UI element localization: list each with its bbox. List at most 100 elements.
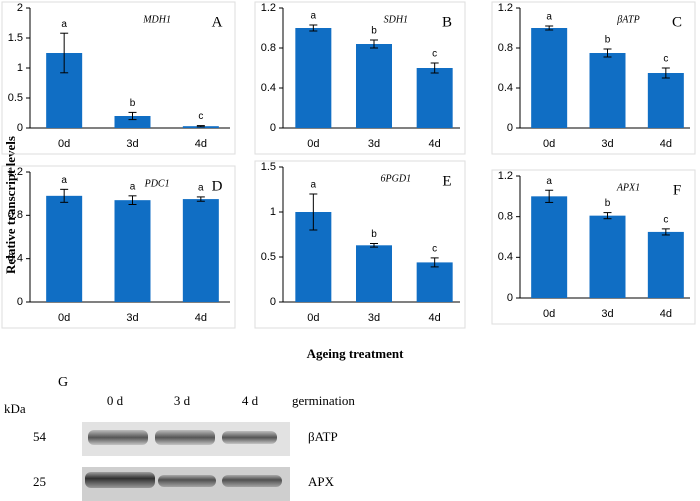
x-axis-label: Ageing treatment (307, 346, 405, 361)
bar (647, 73, 684, 128)
unit-label: kDa (4, 401, 26, 416)
x-tick-label: 3d (368, 138, 380, 150)
error-bar (603, 48, 612, 58)
blot-band (222, 431, 277, 444)
significance-letter: a (311, 180, 317, 191)
significance-letter: b (130, 98, 136, 109)
y-tick-label: 0.8 (8, 209, 23, 221)
x-tick-label: 0d (58, 138, 70, 150)
chart-title: APX1 (616, 182, 640, 193)
significance-letter: c (663, 54, 668, 65)
y-tick-label: 0.4 (498, 251, 513, 263)
y-axis-label: Relative transcript levels (3, 136, 18, 274)
y-tick-label: 1 (270, 206, 276, 218)
panel-label: F (673, 182, 681, 198)
chart-title: βATP (616, 14, 639, 25)
panel-frame (491, 1, 696, 155)
bar (114, 200, 151, 302)
lane-label: 3 d (174, 393, 191, 408)
lane-label: 4 d (242, 393, 259, 408)
significance-letter: a (546, 176, 552, 187)
y-tick-label: 0.8 (261, 42, 276, 54)
error-bar (430, 257, 439, 268)
significance-letter: a (546, 12, 552, 23)
panel-label: B (442, 14, 452, 30)
y-tick-label: 1 (17, 62, 23, 74)
bar (114, 116, 151, 128)
x-tick-label: 4d (195, 138, 207, 150)
error-bar (661, 67, 670, 79)
significance-letter: c (432, 49, 437, 60)
x-tick-label: 4d (195, 312, 207, 324)
blot-band (85, 472, 155, 488)
significance-letter: b (605, 198, 611, 209)
x-tick-label: 0d (543, 138, 555, 150)
error-bar (60, 32, 69, 74)
error-bar (60, 188, 69, 203)
y-tick-label: 0 (270, 296, 276, 308)
bar (589, 215, 626, 298)
y-tick-label: 2 (17, 2, 23, 14)
y-tick-label: 1.2 (261, 2, 276, 14)
significance-letter: c (198, 111, 203, 122)
y-tick-label: 0 (270, 122, 276, 134)
bar (531, 196, 568, 298)
y-tick-label: 1.2 (8, 166, 23, 178)
blot-band (88, 430, 148, 445)
error-bar (545, 25, 554, 31)
bar (589, 53, 626, 128)
bar (531, 28, 568, 128)
significance-letter: b (605, 35, 611, 46)
bar (295, 28, 332, 128)
significance-letter: b (371, 229, 377, 240)
panel-label: E (442, 173, 451, 189)
panel-frame (491, 169, 696, 325)
error-bar (545, 189, 554, 203)
y-tick-label: 0 (17, 122, 23, 134)
x-tick-label: 0d (307, 312, 319, 324)
size-label: 25 (33, 474, 46, 489)
panel-label: C (672, 14, 682, 30)
error-bar (128, 195, 137, 205)
error-bar (661, 228, 670, 236)
significance-letter: c (432, 244, 437, 255)
panel-label: A (212, 14, 223, 30)
y-tick-label: 1.5 (8, 32, 23, 44)
bar (46, 195, 83, 302)
y-tick-label: 0 (17, 296, 23, 308)
panel-label: D (212, 178, 223, 194)
x-tick-label: 4d (429, 138, 441, 150)
error-bar (430, 62, 439, 74)
chart-title: PDC1 (144, 178, 170, 189)
blot-band (222, 475, 282, 487)
condition-label: germination (292, 393, 355, 408)
y-tick-label: 0.4 (498, 82, 513, 94)
y-tick-label: 1.2 (498, 170, 513, 182)
error-bar (603, 212, 612, 220)
bar (182, 199, 219, 302)
x-tick-label: 3d (368, 312, 380, 324)
x-tick-label: 3d (126, 138, 138, 150)
row-label: βATP (308, 429, 338, 444)
significance-letter: c (663, 215, 668, 226)
size-label: 54 (33, 429, 47, 444)
error-bar (309, 193, 318, 231)
blot-band (155, 430, 215, 445)
error-bar (370, 39, 378, 49)
significance-letter: a (130, 181, 136, 192)
chart-title: SDH1 (384, 14, 408, 25)
significance-letter: a (311, 11, 317, 22)
x-tick-label: 0d (307, 138, 319, 150)
significance-letter: b (371, 26, 377, 37)
panel-frame (254, 1, 466, 155)
panel-frame (254, 160, 466, 329)
error-bar (196, 196, 205, 202)
row-label: APX (308, 474, 335, 489)
significance-letter: a (198, 183, 204, 194)
y-tick-label: 0.8 (498, 211, 513, 223)
x-tick-label: 4d (429, 312, 441, 324)
error-bar (370, 243, 378, 248)
x-tick-label: 0d (543, 308, 555, 320)
bar (356, 245, 392, 302)
y-tick-label: 1.2 (498, 2, 513, 14)
